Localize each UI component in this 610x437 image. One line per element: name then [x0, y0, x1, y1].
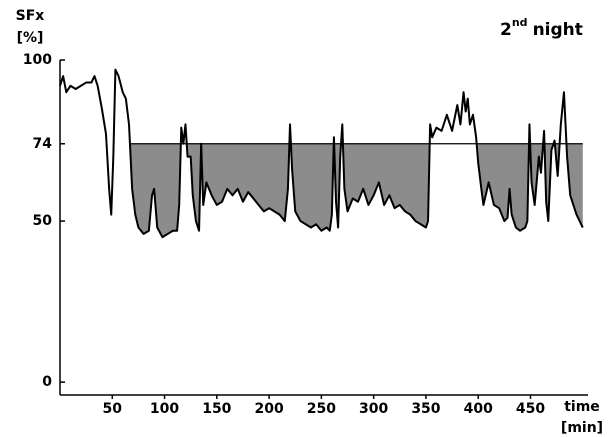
x-tick-label: 250: [307, 401, 336, 417]
x-tick-label: 300: [359, 401, 388, 417]
y-tick-label: 0: [42, 374, 52, 390]
chart-title: 2nd night: [500, 16, 583, 40]
x-label: time: [564, 399, 600, 415]
data-line: [59, 68, 584, 239]
x-tick-label: 350: [411, 401, 440, 417]
x-tick-label: 200: [254, 401, 283, 417]
title-text: night: [533, 20, 583, 40]
y-tick-label: 50: [33, 213, 53, 229]
x-tick-label: 450: [516, 401, 545, 417]
x-unit: [min]: [561, 420, 603, 436]
x-tick-label: 400: [464, 401, 493, 417]
y-tick-label: 100: [23, 52, 52, 68]
y-tick-label: 74: [33, 136, 53, 152]
title-number: 2: [500, 20, 512, 40]
shade: [130, 143, 583, 238]
x-tick-label: 50: [103, 401, 123, 417]
x-tick-label: 150: [202, 401, 231, 417]
y-unit: [%]: [17, 30, 44, 46]
x-tick-label: 100: [150, 401, 179, 417]
title-suffix: nd: [512, 16, 528, 29]
y-label: SFx: [16, 8, 45, 24]
